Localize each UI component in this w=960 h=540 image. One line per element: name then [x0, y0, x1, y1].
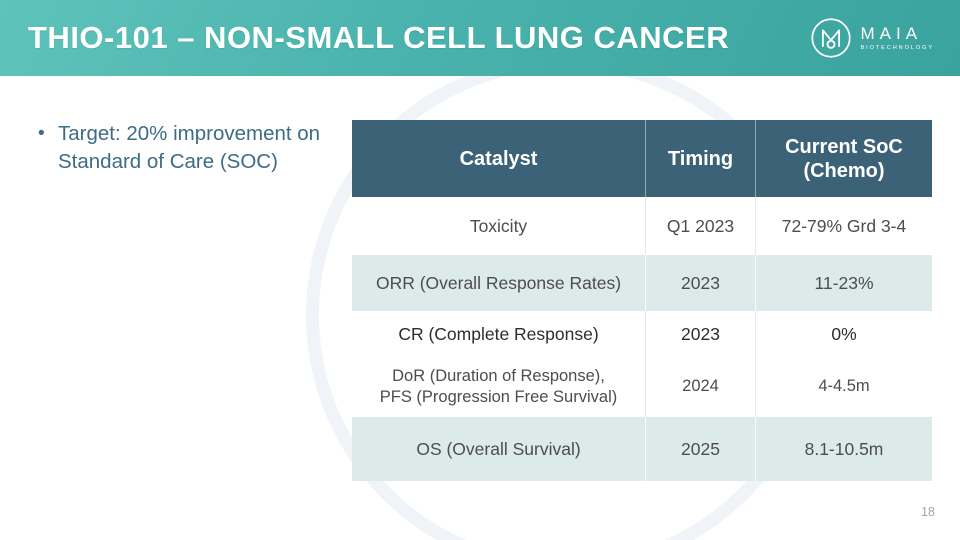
logo-subtitle: BIOTECHNOLOGY — [860, 44, 934, 51]
column-header-current-soc: Current SoC (Chemo) — [755, 120, 932, 197]
cell-current-soc: 11-23% — [755, 255, 932, 311]
column-header-timing: Timing — [645, 120, 755, 197]
table-row: OS (Overall Survival) 2025 8.1-10.5m — [352, 417, 932, 481]
cell-catalyst: OS (Overall Survival) — [416, 438, 581, 459]
table-body: Toxicity Q1 2023 72-79% Grd 3-4 ORR (Overal… — [352, 197, 932, 481]
catalyst-table: Catalyst Timing Current SoC (Chemo) Toxi… — [352, 120, 932, 481]
cell-timing: 2023 — [645, 255, 755, 311]
cell-timing: 2025 — [645, 417, 755, 481]
header-band: THIO-101 – NON-SMALL CELL LUNG CANCER MA… — [0, 0, 960, 76]
column-header-catalyst: Catalyst — [459, 147, 538, 170]
cell-timing: 2023 — [645, 311, 755, 357]
cell-timing: 2024 — [645, 357, 755, 417]
table-row: DoR (Duration of Response), PFS (Progres… — [352, 357, 932, 417]
cell-catalyst: DoR (Duration of Response), PFS (Progres… — [379, 366, 618, 406]
cell-catalyst: CR (Complete Response) — [398, 323, 599, 344]
table-row: Toxicity Q1 2023 72-79% Grd 3-4 — [352, 197, 932, 255]
bullet-text: Target: 20% improvement on Standard of C… — [58, 122, 321, 174]
maia-monogram-circle-icon — [810, 17, 852, 59]
bullet-marker: • — [38, 123, 45, 144]
cell-current-soc: 4-4.5m — [755, 357, 932, 417]
cell-catalyst: Toxicity — [469, 215, 528, 236]
maia-logo-text: MAIA BIOTECHNOLOGY — [861, 25, 935, 52]
table-row: ORR (Overall Response Rates) 2023 11-23% — [352, 255, 932, 311]
page-number: 18 — [921, 505, 935, 519]
target-bullet-item: • Target: 20% improvement on Standard of… — [38, 120, 348, 177]
cell-current-soc: 72-79% Grd 3-4 — [755, 197, 932, 255]
cell-current-soc: 0% — [755, 311, 932, 357]
slide-title: THIO-101 – NON-SMALL CELL LUNG CANCER — [28, 20, 730, 55]
cell-catalyst: ORR (Overall Response Rates) — [375, 272, 622, 293]
table-row: CR (Complete Response) 2023 0% — [352, 311, 932, 357]
table-header-row: Catalyst Timing Current SoC (Chemo) — [352, 120, 932, 197]
cell-current-soc: 8.1-10.5m — [755, 417, 932, 481]
logo-wordmark: MAIA — [860, 23, 923, 43]
maia-logo: MAIA BIOTECHNOLOGY — [810, 17, 935, 59]
cell-timing: Q1 2023 — [645, 197, 755, 255]
